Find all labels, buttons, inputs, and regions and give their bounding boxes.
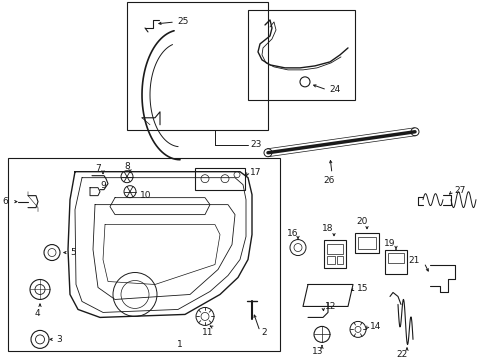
Text: 2: 2 — [261, 328, 266, 337]
Text: 1: 1 — [177, 340, 183, 349]
Text: 11: 11 — [202, 328, 213, 337]
Bar — [336, 256, 342, 264]
Text: 10: 10 — [140, 191, 151, 200]
Text: 7: 7 — [95, 164, 101, 173]
Text: 14: 14 — [369, 322, 381, 331]
Bar — [357, 237, 375, 248]
Bar — [324, 239, 346, 267]
Text: 27: 27 — [453, 186, 465, 195]
Text: 24: 24 — [328, 85, 340, 94]
Bar — [354, 233, 378, 253]
Text: 25: 25 — [177, 18, 188, 27]
Bar — [8, 158, 280, 351]
Text: 9: 9 — [100, 181, 105, 190]
Text: 16: 16 — [286, 229, 298, 238]
Bar — [247, 10, 354, 100]
Text: 18: 18 — [322, 224, 333, 233]
Text: 8: 8 — [124, 162, 130, 171]
Bar — [326, 256, 334, 264]
Bar — [387, 253, 403, 262]
Text: 20: 20 — [356, 217, 367, 226]
Text: 19: 19 — [384, 239, 395, 248]
Text: 17: 17 — [249, 168, 261, 177]
Text: 4: 4 — [34, 309, 40, 318]
Bar — [127, 2, 267, 130]
Text: 13: 13 — [312, 347, 323, 356]
Bar — [195, 168, 244, 190]
Text: 26: 26 — [323, 176, 334, 185]
Text: 3: 3 — [56, 335, 61, 344]
Text: 6: 6 — [2, 197, 8, 206]
Bar — [384, 249, 406, 274]
Text: 23: 23 — [249, 140, 261, 149]
Text: 5: 5 — [70, 248, 76, 257]
Text: 12: 12 — [325, 302, 336, 311]
Text: 22: 22 — [396, 350, 407, 359]
Text: 21: 21 — [408, 256, 419, 265]
Text: 15: 15 — [356, 284, 368, 293]
Bar — [326, 244, 342, 253]
